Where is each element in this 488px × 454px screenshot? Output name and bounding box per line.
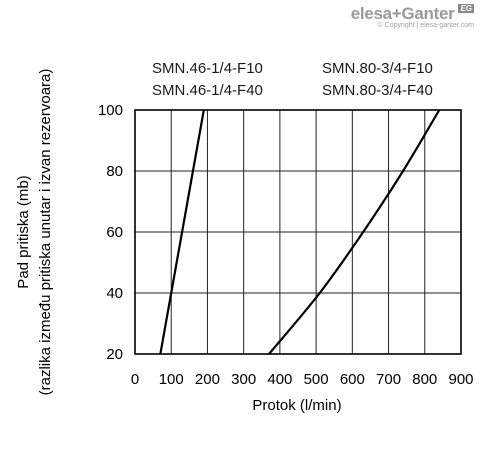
y-tick-labels: 20 40 60 80 100	[98, 102, 123, 363]
chart-grid	[134, 109, 462, 355]
x-tick-label: 300	[231, 371, 256, 388]
x-tick-label: 800	[412, 371, 437, 388]
y-tick-label: 80	[106, 163, 123, 180]
series-1-labels: SMN.46-1/4-F10 SMN.46-1/4-F40	[152, 58, 263, 102]
y-axis-sublabel: (razlika između pritiska unutar i izvan …	[37, 69, 54, 396]
x-tick-label: 700	[376, 371, 401, 388]
y-axis-label: Pad pritiska (mb)	[15, 175, 32, 288]
x-tick-labels: 0 100 200 300 400 500 600 700 800 900	[131, 371, 474, 388]
y-tick-label: 20	[106, 346, 123, 363]
series-2-labels: SMN.80-3/4-F10 SMN.80-3/4-F40	[322, 58, 433, 102]
series-2-label-b: SMN.80-3/4-F40	[322, 82, 433, 99]
series-1-label-b: SMN.46-1/4-F40	[152, 82, 263, 99]
x-tick-label: 0	[131, 371, 139, 388]
series-1-label-a: SMN.46-1/4-F10	[152, 60, 263, 77]
series-1-line	[159, 109, 205, 355]
y-tick-label: 100	[98, 102, 123, 119]
plot-frame	[134, 109, 462, 355]
brand-badge: EG	[458, 4, 474, 13]
x-axis-label: Protok (l/min)	[252, 397, 341, 414]
series-2-label-a: SMN.80-3/4-F10	[322, 60, 433, 77]
brand-copyright: © Copyright | elesa-ganter.com	[377, 22, 474, 29]
y-tick-label: 40	[106, 285, 123, 302]
series-2-line	[268, 109, 441, 355]
brand-logo: elesa+Ganter EG © Copyright | elesa-gante…	[351, 4, 474, 29]
x-tick-label: 500	[304, 371, 329, 388]
x-tick-label: 600	[340, 371, 365, 388]
chart-curves	[159, 109, 441, 355]
x-tick-label: 100	[159, 371, 184, 388]
x-tick-label: 200	[195, 371, 220, 388]
x-tick-label: 400	[267, 371, 292, 388]
x-tick-label: 900	[448, 371, 473, 388]
y-tick-label: 60	[106, 224, 123, 241]
brand-name: elesa+Ganter	[350, 4, 455, 23]
